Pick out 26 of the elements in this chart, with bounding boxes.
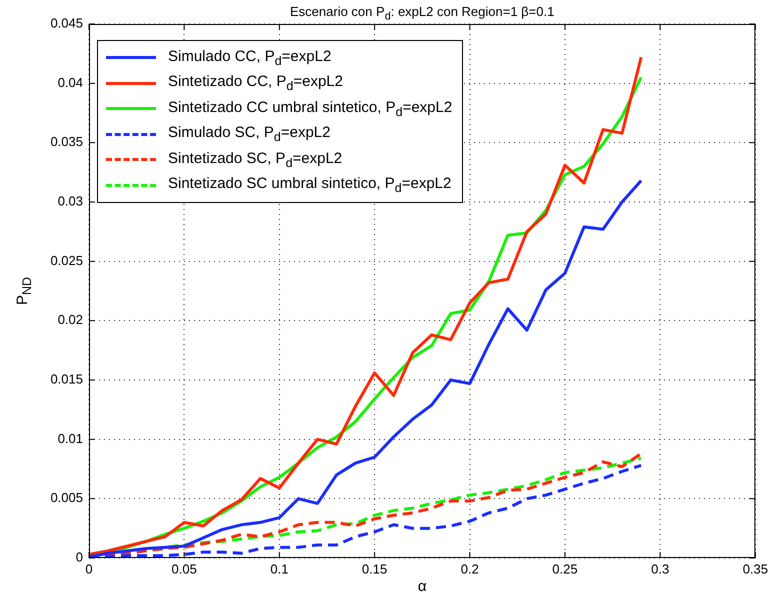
x-tick-label: 0: [85, 561, 93, 576]
x-tick-label: 0.3: [651, 561, 670, 576]
x-axis-title: α: [418, 578, 427, 595]
legend-label: Sintetizado SC umbral sintetico, P$_{d}$=expL2: [168, 175, 452, 196]
x-tick-label: 0.15: [362, 561, 388, 576]
y-tick-label: 0.025: [50, 252, 83, 268]
legend-label: Simulado CC, P$_{d}$=expL2: [168, 48, 332, 68]
legend-label: Sintetizado SC, P$_{d}$=expL2: [168, 150, 342, 170]
legend-label: Simulado SC, P$_{d}$=expL2: [168, 124, 330, 144]
y-tick-label: 0.035: [50, 134, 83, 150]
y-tick-label: 0.045: [50, 16, 83, 31]
x-tick-label: 0.35: [742, 561, 768, 576]
y-tick-label: 0.04: [58, 74, 83, 90]
y-tick-label: 0.01: [58, 430, 83, 446]
chart-title: Escenario con P$_{d}$: expL2 con Region=1 β=0.1: [290, 4, 554, 23]
x-tick-label: 0.2: [460, 561, 479, 576]
x-tick-label: 0.25: [552, 561, 578, 576]
y-tick-label: 0.005: [50, 490, 83, 506]
x-tick-label: 0.05: [172, 561, 197, 576]
y-tick-label: 0: [76, 550, 83, 565]
y-tick-label: 0.02: [58, 312, 83, 328]
y-tick-label: 0.015: [50, 372, 83, 387]
x-tick-label: 0.1: [270, 561, 288, 576]
legend-label: Sintetizado CC, P$_{d}$=expL2: [168, 73, 343, 94]
y-tick-label: 0.03: [58, 194, 83, 209]
legend-label: Sintetizado CC umbral sintetico, P$_{d}$=expL2: [168, 98, 452, 119]
